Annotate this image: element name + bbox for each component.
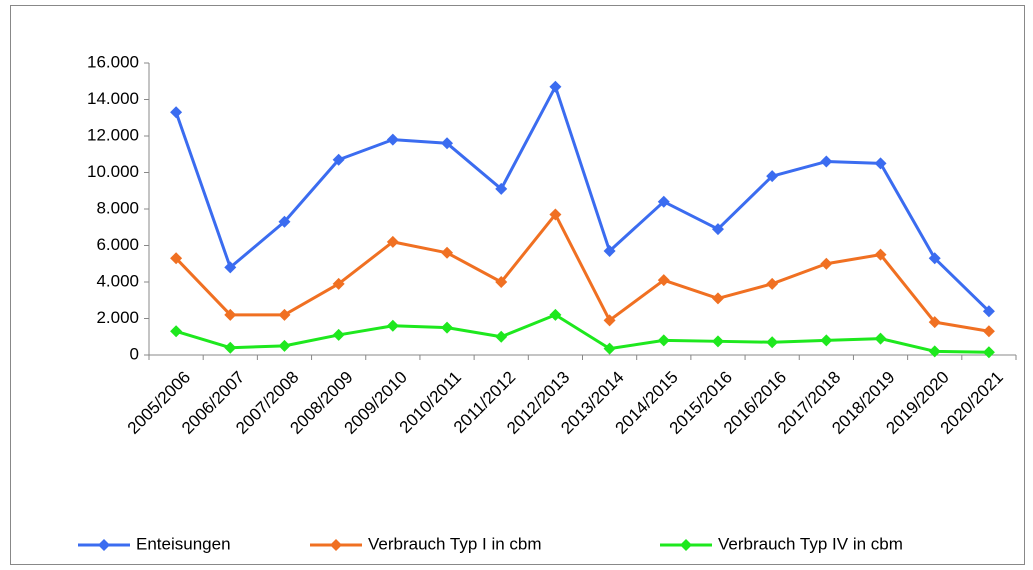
series-marker: [495, 276, 508, 288]
series-marker: [657, 274, 670, 287]
series-marker: [332, 277, 345, 290]
series-marker: [982, 346, 995, 359]
series-marker: [603, 244, 616, 257]
series-marker: [332, 328, 345, 341]
y-tick-label: 10.000: [87, 162, 139, 181]
series-marker: [711, 223, 724, 236]
legend-label: Enteisungen: [136, 534, 231, 553]
legend-marker: [330, 539, 342, 551]
legend-marker: [98, 539, 110, 551]
series-marker: [549, 80, 562, 93]
series-marker: [928, 345, 941, 358]
series-marker: [874, 157, 887, 170]
series-marker: [820, 257, 833, 270]
series-marker: [820, 334, 833, 347]
series-marker: [549, 308, 562, 321]
series-marker: [495, 182, 508, 195]
series-marker: [603, 342, 616, 355]
series-marker: [874, 248, 887, 261]
y-tick-label: 0: [130, 344, 139, 363]
series-line: [175, 212, 990, 333]
series-marker: [766, 336, 779, 349]
series-marker: [657, 195, 670, 208]
y-tick-label: 6.000: [96, 235, 139, 254]
y-tick-label: 16.000: [87, 52, 139, 71]
series-marker: [170, 325, 183, 338]
series-marker: [766, 170, 779, 183]
series-marker: [224, 341, 237, 354]
series-marker: [711, 292, 724, 305]
series-marker: [657, 334, 670, 347]
series-marker: [603, 314, 616, 327]
series-marker: [982, 325, 995, 338]
series-marker: [278, 308, 291, 321]
series-marker: [224, 308, 237, 321]
series-marker: [278, 339, 291, 352]
y-tick-label: 2.000: [96, 308, 139, 327]
legend-label: Verbrauch Typ IV in cbm: [718, 534, 903, 553]
series-marker: [224, 261, 237, 274]
series-line: [175, 313, 989, 354]
series-marker: [332, 153, 345, 166]
series-marker: [386, 319, 399, 332]
series-marker: [928, 316, 941, 329]
series-marker: [170, 252, 183, 265]
y-tick-label: 4.000: [96, 271, 139, 290]
chart-frame: [10, 5, 1025, 565]
series-marker: [766, 277, 779, 290]
legend-marker: [680, 539, 692, 551]
series-marker: [386, 235, 399, 248]
series-marker: [820, 155, 833, 168]
y-tick-label: 14.000: [87, 89, 139, 108]
series-line: [174, 85, 990, 313]
y-tick-label: 12.000: [87, 125, 139, 144]
series-marker: [495, 330, 508, 343]
series-marker: [441, 246, 454, 259]
series-marker: [711, 335, 724, 348]
series-marker: [874, 332, 887, 345]
series-marker: [441, 321, 454, 334]
series-marker: [441, 137, 454, 150]
series-marker: [928, 252, 941, 265]
legend-label: Verbrauch Typ I in cbm: [368, 534, 542, 553]
series-marker: [386, 133, 399, 146]
y-tick-label: 8.000: [96, 198, 139, 217]
series-marker: [278, 215, 291, 228]
series-marker: [549, 208, 562, 221]
series-marker: [170, 106, 183, 119]
series-marker: [982, 305, 995, 318]
